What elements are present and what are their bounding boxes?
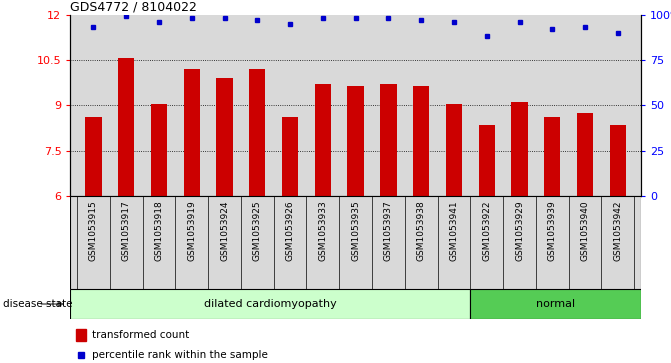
Bar [184, 69, 200, 196]
Text: GSM1053922: GSM1053922 [482, 201, 491, 261]
Bar [577, 113, 593, 196]
Text: GSM1053938: GSM1053938 [417, 201, 425, 261]
Bar [76, 329, 87, 341]
Bar [282, 117, 299, 196]
Text: GSM1053933: GSM1053933 [318, 201, 327, 261]
Bar [151, 104, 167, 196]
Bar [315, 84, 331, 196]
Text: normal: normal [536, 299, 575, 309]
Bar [470, 289, 641, 319]
Text: GSM1053917: GSM1053917 [121, 201, 131, 261]
Text: percentile rank within the sample: percentile rank within the sample [92, 350, 268, 360]
Bar [216, 78, 233, 196]
Text: GSM1053926: GSM1053926 [286, 201, 295, 261]
Text: transformed count: transformed count [92, 330, 189, 340]
Bar [511, 102, 527, 196]
Bar [249, 69, 266, 196]
Bar [478, 125, 495, 196]
Bar [610, 125, 626, 196]
Bar [380, 84, 397, 196]
Text: GSM1053937: GSM1053937 [384, 201, 393, 261]
Bar [70, 289, 470, 319]
Bar [348, 86, 364, 196]
Text: GSM1053939: GSM1053939 [548, 201, 557, 261]
Text: GSM1053929: GSM1053929 [515, 201, 524, 261]
Bar [446, 104, 462, 196]
Text: GSM1053935: GSM1053935 [351, 201, 360, 261]
Text: disease state: disease state [3, 299, 73, 309]
Text: GSM1053925: GSM1053925 [253, 201, 262, 261]
Text: dilated cardiomyopathy: dilated cardiomyopathy [204, 299, 337, 309]
Text: GSM1053915: GSM1053915 [89, 201, 98, 261]
Bar [413, 86, 429, 196]
Bar [118, 58, 134, 196]
Text: GSM1053941: GSM1053941 [450, 201, 458, 261]
Text: GSM1053924: GSM1053924 [220, 201, 229, 261]
Bar [85, 117, 101, 196]
Bar [544, 117, 560, 196]
Text: GDS4772 / 8104022: GDS4772 / 8104022 [70, 0, 197, 13]
Text: GSM1053919: GSM1053919 [187, 201, 196, 261]
Text: GSM1053918: GSM1053918 [154, 201, 164, 261]
Text: GSM1053942: GSM1053942 [613, 201, 623, 261]
Text: GSM1053940: GSM1053940 [580, 201, 590, 261]
